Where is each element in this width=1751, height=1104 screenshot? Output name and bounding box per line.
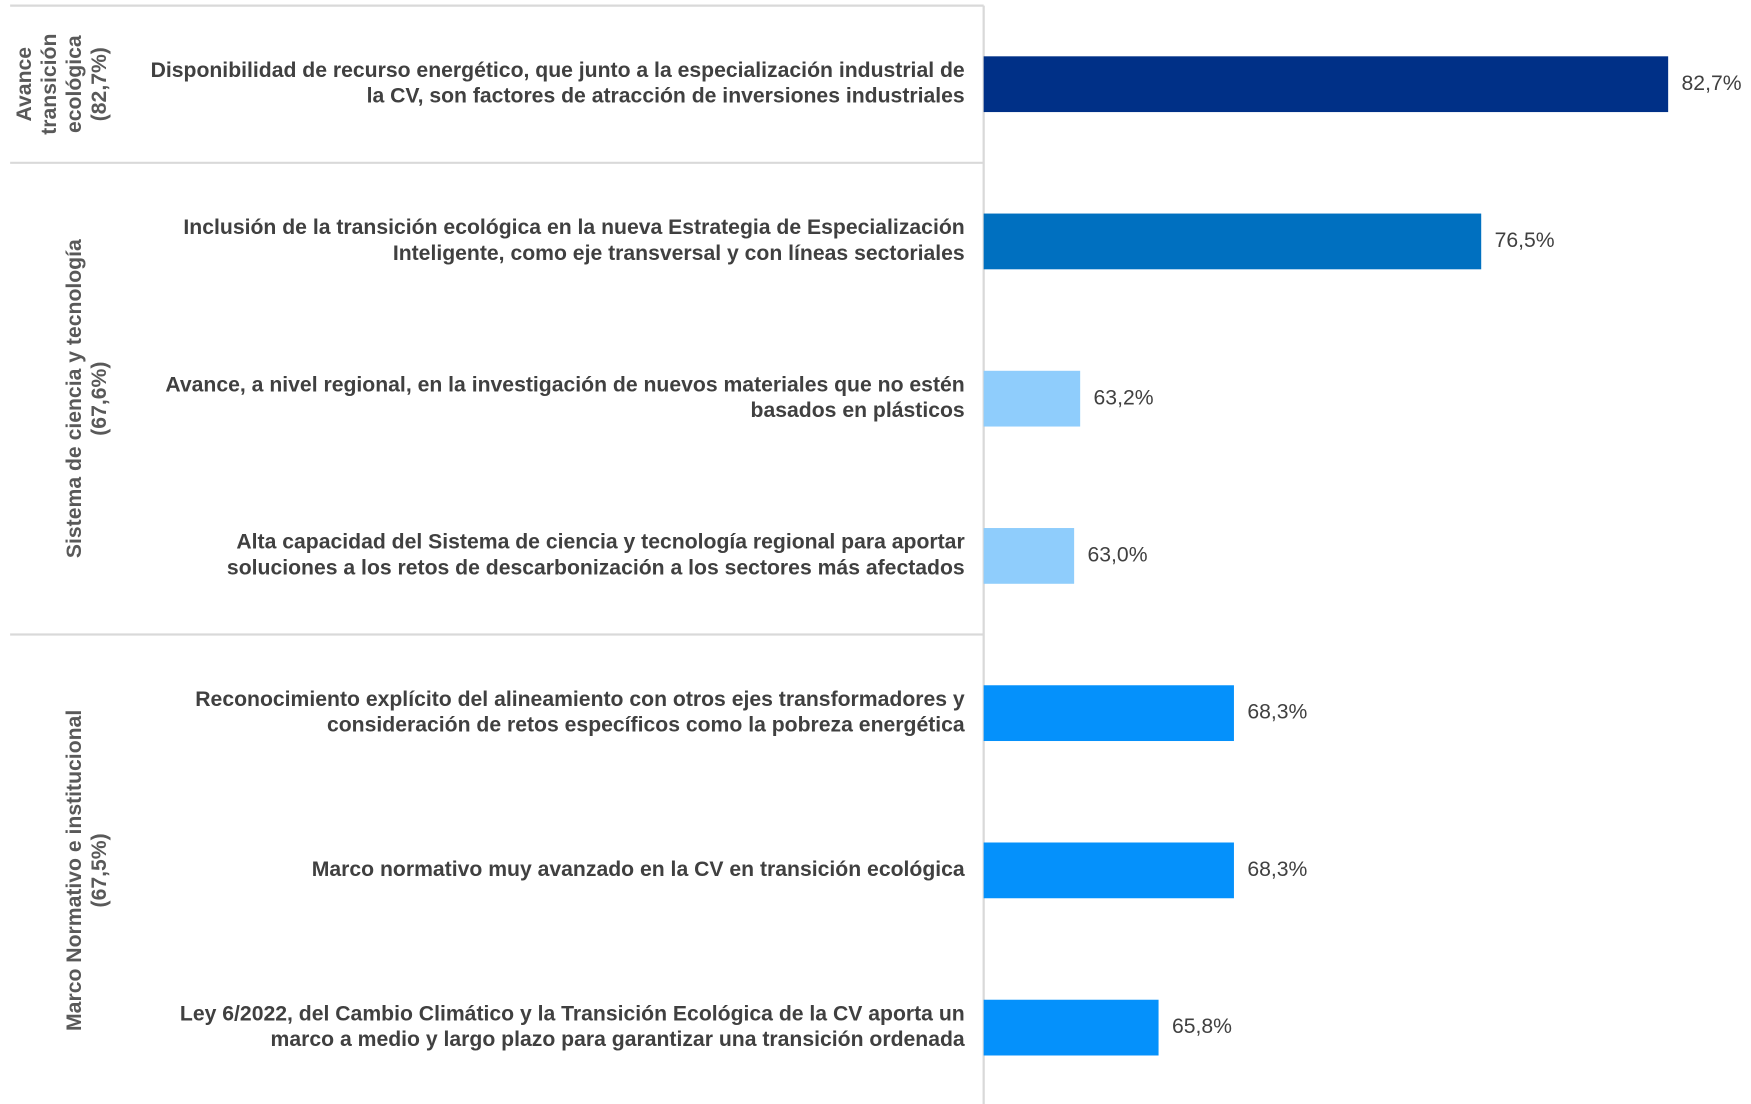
category-label: soluciones a los retos de descarbonizaci… [227,556,965,579]
group-label: transición [38,34,61,135]
bar [983,528,1075,584]
value-label: 76,5% [1495,229,1555,252]
group-label: Marco Normativo e institucional [63,710,86,1031]
group-label: Avance [13,47,36,122]
category-label: marco a medio y largo plazo para garanti… [271,1028,965,1051]
category-label: basados en plásticos [751,399,965,422]
value-label: 63,2% [1094,386,1154,409]
category-label: Avance, a nivel regional, en la investig… [165,373,964,396]
category-label: Marco normativo muy avanzado en la CV en… [312,858,965,881]
group-label: Sistema de ciencia y tecnología [63,239,86,558]
value-label: 63,0% [1088,543,1148,566]
group-label: (67,5%) [88,833,111,907]
category-label: Inteligente, como eje transversal y con … [393,242,965,265]
category-label: Reconocimiento explícito del alineamient… [195,688,965,711]
group-label: ecológica [63,35,86,133]
bar [983,685,1234,742]
value-label: 65,8% [1172,1015,1232,1038]
bar [983,213,1482,270]
bar [983,56,1669,113]
category-label: Ley 6/2022, del Cambio Climático y la Tr… [180,1002,965,1025]
category-label: la CV, son factores de atracción de inve… [367,85,965,108]
group-label: (67,6%) [88,362,111,436]
bar [983,842,1234,899]
group-label: (82,7%) [88,47,111,121]
bar [983,370,1081,427]
category-label: Disponibilidad de recurso energético, qu… [151,59,965,82]
value-label: 68,3% [1247,858,1307,881]
value-label: 82,7% [1682,72,1742,95]
value-label: 68,3% [1247,701,1307,724]
category-label: Alta capacidad del Sistema de ciencia y … [236,531,964,554]
category-label: consideración de retos específicos como … [327,714,965,737]
category-label: Inclusión de la transición ecológica en … [183,216,964,239]
bar [983,999,1159,1056]
